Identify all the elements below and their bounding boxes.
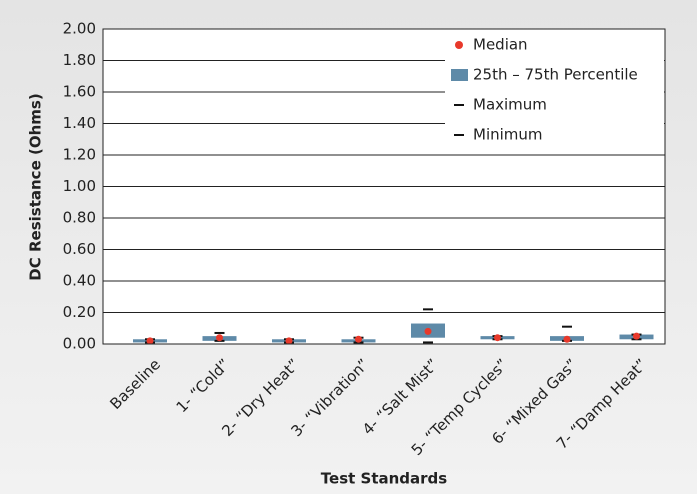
y-tick-label: 1.40 [63, 114, 96, 132]
plot-frame [102, 28, 666, 345]
legend-box [445, 30, 664, 152]
legend-marker [451, 69, 468, 81]
y-tick-label: 1.00 [63, 177, 96, 195]
legend-marker [455, 41, 463, 49]
y-tick-label: 0.00 [63, 335, 96, 353]
y-tick-label: 1.60 [63, 83, 96, 101]
median [285, 337, 293, 345]
y-tick-label: 0.20 [63, 303, 96, 321]
y-tick-label: 0.80 [63, 209, 96, 227]
y-tick-label: 0.40 [63, 272, 96, 290]
y-tick-label: 2.00 [63, 20, 96, 38]
median [633, 332, 640, 340]
y-tick-label: 1.80 [63, 51, 96, 69]
median [563, 335, 571, 343]
x-axis-label: Test Standards [321, 470, 448, 488]
median [146, 337, 154, 345]
median [216, 334, 223, 342]
y-axis-label: DC Resistance (Ohms) [27, 93, 45, 280]
median [355, 335, 362, 343]
legend-label: Minimum [473, 126, 543, 144]
legend-label: 25th – 75th Percentile [473, 66, 638, 84]
legend-label: Median [473, 36, 528, 54]
y-tick-label: 1.20 [63, 146, 96, 164]
y-tick-label: 0.60 [63, 240, 96, 258]
legend-label: Maximum [473, 96, 547, 114]
median [494, 334, 501, 342]
median [424, 327, 432, 335]
